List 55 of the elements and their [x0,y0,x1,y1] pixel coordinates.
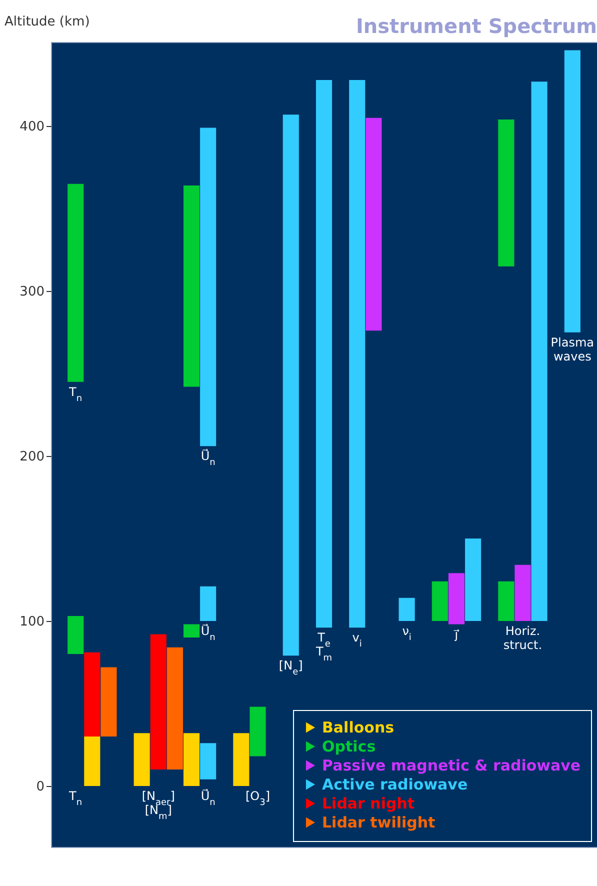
bar [68,616,84,654]
x-tick-label: v$_{i}$ [352,630,362,650]
y-axis-title: Altitude (km) [4,14,90,30]
bar [282,114,299,656]
bar [498,581,514,622]
bar [134,733,150,786]
bar [166,647,183,770]
x-tick-label: [N$_{aer}$] [N$_{m}$] [142,788,175,822]
x-tick-label: [O$_{3}$] [245,788,270,808]
x-tick-label: T$_{n}$ [68,788,82,808]
bar [316,80,332,628]
y-tick-label: 0 [36,779,44,794]
bar [200,743,216,780]
bar [84,736,100,786]
legend-label: Active radiowave [322,776,468,794]
y-tick-label: 100 [20,614,44,630]
bar [564,50,580,332]
x-tick-label: ν$_{i}$ [402,624,412,644]
bar [366,118,382,331]
x-tick-label: U⃗$_{n}$ [200,788,216,808]
legend-label: Lidar twilight [322,814,436,832]
bar [448,573,465,624]
bar [100,667,117,736]
bar [233,733,250,786]
bar [250,706,266,756]
legend-label: Optics [322,738,376,756]
x-tick-label: Horiz. struct. [503,624,542,652]
legend-label: Balloons [322,718,394,736]
annotation: U⃗$_{n}$ [200,448,216,468]
chart-title: Instrument Spectrum [356,14,597,38]
bar [498,120,514,266]
x-tick-label: [N$_{e}$] [278,658,303,678]
y-tick-label: 200 [20,450,44,465]
bar [432,581,448,622]
x-tick-label: Plasma waves [550,335,594,364]
bar [68,184,84,382]
bar [531,82,548,622]
bar [200,586,216,622]
bar [200,128,216,446]
bar [514,564,531,622]
x-tick-label: T$_{e}$ T$_{m}$ [314,630,332,664]
bar [150,634,166,770]
y-tick-label: 300 [20,284,44,300]
bar [183,186,200,387]
legend-label: Passive magnetic & radiowave [322,756,581,774]
bar [84,652,100,736]
y-tick-label: 400 [20,120,44,135]
x-tick-label: j⃗ [453,627,460,642]
annotation: T$_{n}$ [68,384,82,404]
legend-label: Lidar night [322,794,415,812]
bar [183,624,200,638]
bar [398,598,415,622]
bar [465,538,482,622]
bar [349,80,366,628]
bar [183,733,200,786]
